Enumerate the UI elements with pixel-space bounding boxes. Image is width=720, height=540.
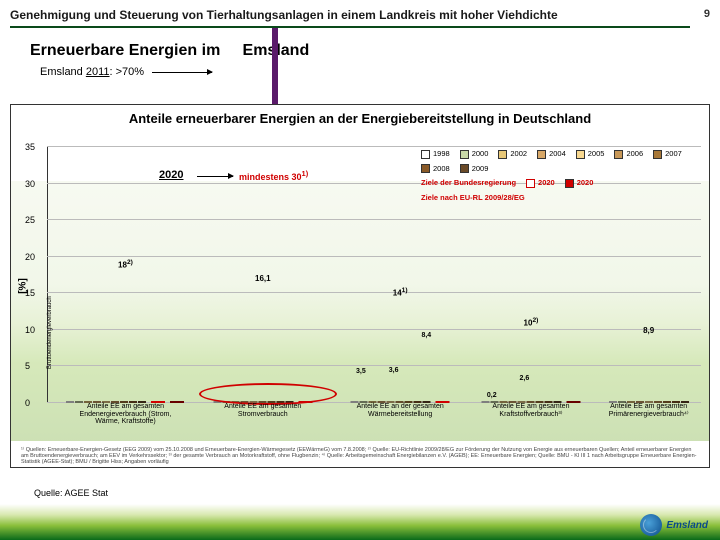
y-tick: 30 bbox=[25, 179, 35, 189]
gridline bbox=[47, 329, 701, 330]
gridline bbox=[47, 256, 701, 257]
x-axis-label: Anteile EE an der gesamten Wärmebereitst… bbox=[345, 403, 455, 418]
subtext-year: 2011 bbox=[86, 66, 110, 78]
legend-item-ziel: 2020 bbox=[565, 178, 594, 189]
source-text: Quelle: AGEE Stat bbox=[34, 488, 108, 498]
slide-header: Genehmigung und Steuerung von Tierhaltun… bbox=[0, 0, 720, 32]
legend-label: 2006 bbox=[626, 149, 643, 160]
legend-item: 2007 bbox=[653, 149, 682, 160]
x-axis-label: Anteile EE am gesamten Stromverbrauch bbox=[208, 403, 318, 418]
legend-label: Ziele der Bundesregierung bbox=[421, 178, 516, 189]
legend-swatch bbox=[653, 150, 662, 159]
legend-swatch bbox=[460, 150, 469, 159]
gridline bbox=[47, 292, 701, 293]
legend-item: 2002 bbox=[498, 149, 527, 160]
emsland-logo: Emsland bbox=[640, 514, 708, 536]
value-label: 8,9 bbox=[643, 326, 654, 335]
legend-label: 2008 bbox=[433, 164, 450, 175]
legend-label: Ziele nach EU-RL 2009/28/EG bbox=[421, 193, 525, 204]
legend-swatch bbox=[421, 150, 430, 159]
subtext-prefix: Emsland bbox=[40, 66, 86, 78]
legend-label: 2000 bbox=[472, 149, 489, 160]
x-axis-label: Anteile EE am gesamten Primärenergieverb… bbox=[594, 403, 704, 418]
legend-swatch bbox=[421, 164, 430, 173]
section-title: Erneuerbare Energien im Emsland bbox=[30, 42, 720, 60]
legend-item: 2009 bbox=[460, 164, 489, 175]
globe-icon bbox=[640, 514, 662, 536]
legend-label: 2004 bbox=[549, 149, 566, 160]
x-axis-label: Anteile EE am gesamten Kraftstoffverbrau… bbox=[476, 403, 586, 418]
y-tick: 15 bbox=[25, 288, 35, 298]
legend-item: 2006 bbox=[614, 149, 643, 160]
value-label: 102) bbox=[524, 317, 539, 328]
logo-text: Emsland bbox=[666, 520, 708, 531]
legend-label: 2005 bbox=[588, 149, 605, 160]
value-label: 8,4 bbox=[421, 332, 431, 339]
red-oval-highlight bbox=[199, 383, 337, 405]
legend-item-ziel: Ziele nach EU-RL 2009/28/EG bbox=[421, 193, 525, 204]
subtext-suffix: : >70% bbox=[110, 66, 145, 78]
value-label: 16,1 bbox=[255, 274, 271, 283]
value-label: 2,6 bbox=[520, 375, 530, 382]
y-tick: 0 bbox=[25, 398, 30, 408]
value-label: 3,5 bbox=[356, 368, 366, 375]
subtext-line: Emsland 2011: >70% bbox=[40, 66, 720, 78]
legend-item: 2005 bbox=[576, 149, 605, 160]
value-label: 0,2 bbox=[487, 392, 497, 399]
chart-title: Anteile erneuerbarer Energien an der Ene… bbox=[11, 105, 709, 129]
value-label: 182) bbox=[118, 259, 133, 270]
bes-rotated-label: Bruttoendenergieverbrauch bbox=[47, 296, 53, 369]
legend-swatch bbox=[565, 179, 574, 188]
legend-label: 2020 bbox=[577, 178, 594, 189]
header-underline bbox=[10, 26, 690, 28]
y-tick: 5 bbox=[25, 361, 30, 371]
arrow-icon bbox=[152, 72, 212, 73]
x-axis-labels: Anteile EE am gesamten Endenergieverbrau… bbox=[47, 403, 701, 445]
chart-fineprint: ¹⁾ Quellen: Erneuerbare-Energien-Gesetz … bbox=[21, 447, 699, 465]
legend-label: 2009 bbox=[472, 164, 489, 175]
legend-swatch bbox=[498, 150, 507, 159]
legend-item-ziel: 2020 bbox=[526, 178, 555, 189]
legend-label: 1998 bbox=[433, 149, 450, 160]
section-title-a: Erneuerbare Energien im bbox=[30, 42, 220, 59]
y-tick: 20 bbox=[25, 252, 35, 262]
chart-container: Anteile erneuerbarer Energien an der Ene… bbox=[10, 104, 710, 468]
y-tick: 25 bbox=[25, 215, 35, 225]
legend-swatch bbox=[614, 150, 623, 159]
legend-item: 2004 bbox=[537, 149, 566, 160]
legend-item: 2008 bbox=[421, 164, 450, 175]
x-axis-label: Anteile EE am gesamten Endenergieverbrau… bbox=[70, 403, 180, 426]
legend-label: 2007 bbox=[665, 149, 682, 160]
gridline bbox=[47, 146, 701, 147]
gridline bbox=[47, 219, 701, 220]
y-tick: 35 bbox=[25, 142, 35, 152]
gridline bbox=[47, 365, 701, 366]
legend-label: 2002 bbox=[510, 149, 527, 160]
legend-item-ziel: Ziele der Bundesregierung bbox=[421, 178, 516, 189]
legend-swatch bbox=[460, 164, 469, 173]
y-tick: 10 bbox=[25, 325, 35, 335]
value-label: 141) bbox=[393, 287, 408, 298]
legend-item: 2000 bbox=[460, 149, 489, 160]
legend-swatch bbox=[576, 150, 585, 159]
footer-gradient bbox=[0, 504, 720, 540]
page-number: 9 bbox=[704, 8, 710, 20]
value-label: 3,6 bbox=[389, 367, 399, 374]
chart-legend: 1998 2000 2002 2004 2005 2006 2007 2008 2009 Zie… bbox=[421, 149, 701, 203]
legend-item: 1998 bbox=[421, 149, 450, 160]
legend-label: 2020 bbox=[538, 178, 555, 189]
header-title: Genehmigung und Steuerung von Tierhaltun… bbox=[10, 8, 710, 22]
legend-swatch bbox=[537, 150, 546, 159]
legend-swatch bbox=[526, 179, 535, 188]
